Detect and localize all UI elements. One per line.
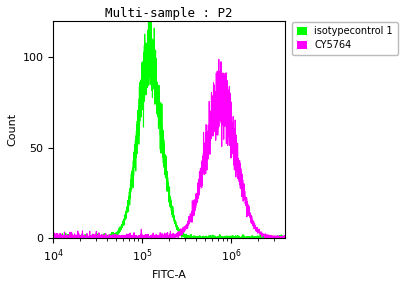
Title: Multi-sample : P2: Multi-sample : P2 <box>105 7 233 20</box>
isotypecontrol 1 <box>208 236 213 240</box>
isotypecontrol 1 <box>42 235 47 238</box>
CY5764 <box>87 236 92 239</box>
isotypecontrol 1 <box>295 236 300 239</box>
Legend: isotypecontrol 1, CY5764: isotypecontrol 1, CY5764 <box>292 22 398 55</box>
Line: isotypecontrol 1: isotypecontrol 1 <box>44 6 303 238</box>
CY5764 <box>42 234 47 237</box>
X-axis label: FITC-A: FITC-A <box>152 270 186 280</box>
isotypecontrol 1 <box>146 5 151 8</box>
isotypecontrol 1 <box>152 72 157 75</box>
CY5764 <box>71 236 76 239</box>
CY5764 <box>217 58 221 61</box>
CY5764 <box>286 236 291 240</box>
Y-axis label: Count: Count <box>7 113 17 146</box>
isotypecontrol 1 <box>267 235 272 238</box>
isotypecontrol 1 <box>87 236 92 240</box>
CY5764 <box>295 236 300 239</box>
CY5764 <box>267 234 272 237</box>
CY5764 <box>152 235 157 238</box>
CY5764 <box>300 235 305 239</box>
Line: CY5764: CY5764 <box>44 59 303 238</box>
isotypecontrol 1 <box>300 236 305 240</box>
CY5764 <box>141 235 146 238</box>
isotypecontrol 1 <box>71 235 76 239</box>
isotypecontrol 1 <box>141 100 146 104</box>
